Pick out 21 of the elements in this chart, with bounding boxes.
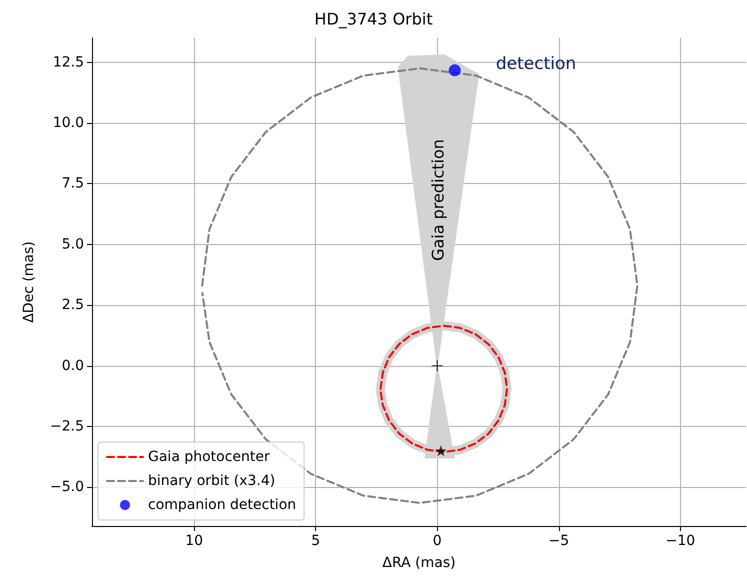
y-tick-label: −5.0 xyxy=(50,479,84,496)
x-tick-label: 0 xyxy=(432,533,442,549)
y-tick-label: −2.5 xyxy=(50,418,84,434)
y-tick-label: 10.0 xyxy=(52,114,84,131)
y-axis-title: ΔDec (mas) xyxy=(21,241,37,323)
x-tick-label: 5 xyxy=(311,533,320,549)
y-tick-label: 2.5 xyxy=(62,297,84,314)
y-tick-label: 5.0 xyxy=(62,236,84,252)
x-tick-label: 10 xyxy=(185,533,204,549)
y-tick-label: 7.5 xyxy=(62,176,84,192)
annotation: Gaia prediction xyxy=(428,139,448,261)
x-tick-label: −5 xyxy=(548,533,570,549)
legend-label: binary orbit (x3.4) xyxy=(148,473,276,489)
x-tick-label: −10 xyxy=(666,533,696,549)
legend-label: Gaia photocenter xyxy=(148,449,270,465)
chart-title: HD_3743 Orbit xyxy=(314,10,433,28)
annotation: detection xyxy=(496,54,576,74)
x-axis-title: ΔRA (mas) xyxy=(382,555,456,571)
y-tick-label: 0.0 xyxy=(62,358,84,374)
legend-label: companion detection xyxy=(148,497,296,513)
y-tick-label: 12.5 xyxy=(52,54,84,70)
